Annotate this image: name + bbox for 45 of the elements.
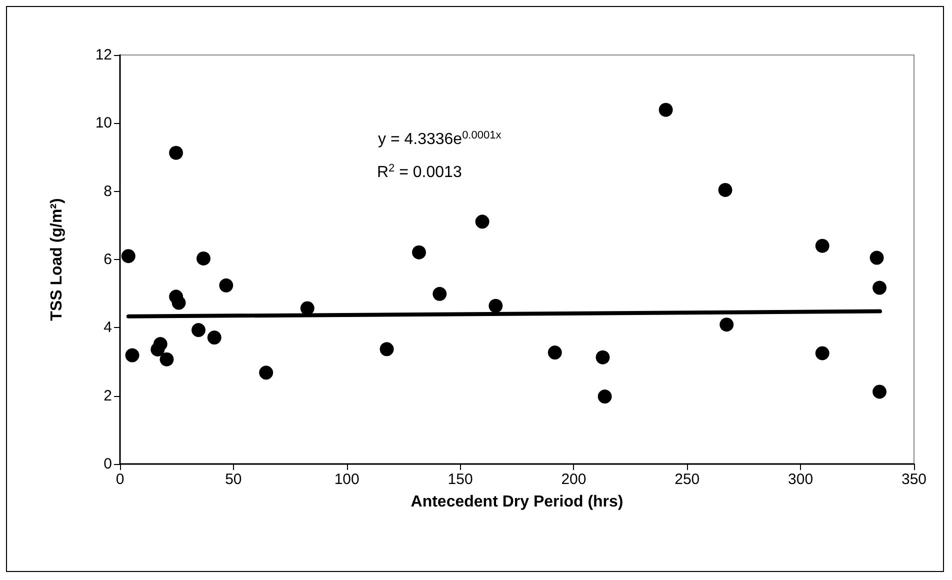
point xyxy=(196,251,210,266)
y-tick-label: 2 xyxy=(104,387,112,404)
point xyxy=(870,250,884,265)
point xyxy=(658,102,673,117)
x-tick-label: 350 xyxy=(901,471,927,488)
x-tick-label: 250 xyxy=(674,471,700,488)
x-tick-label: 150 xyxy=(448,471,473,488)
point xyxy=(872,280,887,295)
x-tick-label: 50 xyxy=(225,471,242,488)
point xyxy=(125,348,140,362)
point xyxy=(815,238,830,253)
point xyxy=(219,278,234,292)
point xyxy=(380,342,394,356)
point xyxy=(718,182,732,197)
point xyxy=(815,346,830,360)
x-tick-label: 300 xyxy=(788,471,814,488)
point xyxy=(169,146,184,160)
x-tick-label: 200 xyxy=(561,471,586,488)
point xyxy=(488,298,503,313)
point xyxy=(160,352,174,366)
y-axis-title: TSS Load (g/m²) xyxy=(48,198,66,321)
x-tick-label: 0 xyxy=(116,471,124,488)
point xyxy=(720,318,734,332)
y-tick-label: 4 xyxy=(104,319,112,336)
point xyxy=(475,214,490,229)
y-tick-label: 12 xyxy=(95,46,112,64)
point xyxy=(207,330,222,345)
point xyxy=(596,350,610,364)
point xyxy=(153,337,168,352)
y-tick-label: 6 xyxy=(104,251,112,268)
point xyxy=(259,366,274,380)
point xyxy=(121,249,136,264)
point xyxy=(598,390,612,404)
point xyxy=(548,346,562,360)
point xyxy=(872,384,887,399)
x-tick-label: 100 xyxy=(334,471,360,488)
point xyxy=(172,296,186,310)
point xyxy=(432,286,447,301)
y-tick-label: 10 xyxy=(95,114,112,132)
point xyxy=(300,301,314,316)
y-tick-label: 0 xyxy=(104,456,112,472)
y-tick-label: 8 xyxy=(104,182,112,200)
x-axis-title: Antecedent Dry Period (hrs) xyxy=(410,494,624,510)
point xyxy=(412,245,426,260)
point xyxy=(192,323,206,338)
